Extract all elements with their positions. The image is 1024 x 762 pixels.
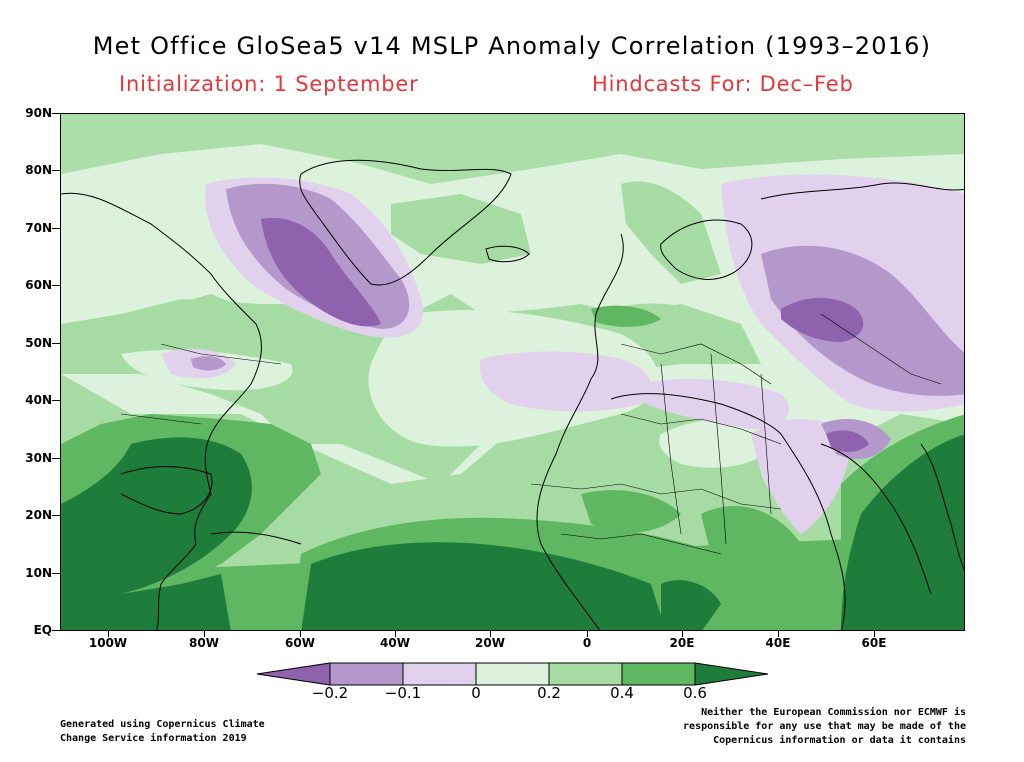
- lon-label: 20W: [475, 636, 505, 650]
- lon-label: 100W: [88, 636, 128, 650]
- lat-label: 80N: [25, 163, 52, 177]
- colorbar-label: −0.1: [384, 684, 422, 702]
- hindcasts-subtitle: Hindcasts For: Dec–Feb: [592, 72, 854, 96]
- lat-label: 20N: [25, 508, 52, 522]
- colorbar-segment: [329, 662, 404, 686]
- lat-label: 40N: [25, 393, 52, 407]
- lat-label: 60N: [25, 278, 52, 292]
- lat-tick: [52, 515, 60, 516]
- disclaimer-line: Neither the European Commission nor ECMW…: [701, 707, 966, 718]
- lat-tick: [52, 170, 60, 171]
- colorbar-segment: [548, 662, 623, 686]
- lon-tick: [587, 631, 588, 637]
- lon-label: 0: [582, 636, 592, 650]
- contour-above-0.6: [61, 434, 964, 630]
- colorbar-segment-below: [256, 662, 331, 686]
- lat-tick: [52, 285, 60, 286]
- colorbar-label: 0: [471, 684, 481, 702]
- lat-tick: [52, 573, 60, 574]
- lat-tick: [52, 458, 60, 459]
- lon-label: 40W: [380, 636, 410, 650]
- lat-tick: [52, 400, 60, 401]
- lat-tick: [52, 113, 60, 114]
- colorbar-segment: [621, 662, 696, 686]
- lat-tick: [52, 343, 60, 344]
- colorbar-label: 0.2: [537, 684, 561, 702]
- lon-label: 80W: [189, 636, 219, 650]
- lon-tick: [682, 631, 683, 637]
- lat-tick: [52, 630, 60, 631]
- lat-label: 30N: [25, 451, 52, 465]
- lat-label: 70N: [25, 221, 52, 235]
- lat-tick: [52, 228, 60, 229]
- credit-line: Change Service information 2019: [60, 733, 247, 744]
- coastlines: [61, 159, 964, 630]
- lon-tick: [204, 631, 205, 637]
- lon-tick: [395, 631, 396, 637]
- lon-tick: [108, 631, 109, 637]
- colorbar-label: 0.6: [683, 684, 707, 702]
- map-canvas: [61, 114, 964, 630]
- lon-tick: [778, 631, 779, 637]
- colorbar-label: 0.4: [610, 684, 634, 702]
- contour-below-neg-0.2: [261, 218, 869, 452]
- lon-label: 60W: [285, 636, 315, 650]
- lon-label: 40E: [765, 636, 791, 650]
- initialization-subtitle: Initialization: 1 September: [119, 72, 419, 96]
- copernicus-credit: Generated using Copernicus Climate Chang…: [60, 718, 265, 746]
- colorbar-segment: [402, 662, 477, 686]
- lon-tick: [300, 631, 301, 637]
- colorbar-label: −0.2: [311, 684, 349, 702]
- colorbar-segment-above: [694, 662, 769, 686]
- lon-tick: [490, 631, 491, 637]
- disclaimer: Neither the European Commission nor ECMW…: [683, 706, 966, 748]
- chart-title: Met Office GloSea5 v14 MSLP Anomaly Corr…: [92, 32, 932, 60]
- colorbar-segment: [475, 662, 550, 686]
- lon-label: 20E: [669, 636, 695, 650]
- country-borders: [120, 313, 942, 555]
- credit-line: Generated using Copernicus Climate: [60, 719, 265, 730]
- lat-label: 90N: [25, 106, 52, 120]
- disclaimer-line: responsible for any use that may be made…: [683, 721, 966, 732]
- lat-label: 50N: [25, 336, 52, 350]
- lon-tick: [874, 631, 875, 637]
- disclaimer-line: Copernicus information or data it contai…: [713, 735, 966, 746]
- lat-label: EQ: [33, 623, 52, 637]
- correlation-map: [60, 113, 965, 631]
- colorbar: [256, 662, 769, 686]
- lon-label: 60E: [861, 636, 887, 650]
- lat-label: 10N: [25, 566, 52, 580]
